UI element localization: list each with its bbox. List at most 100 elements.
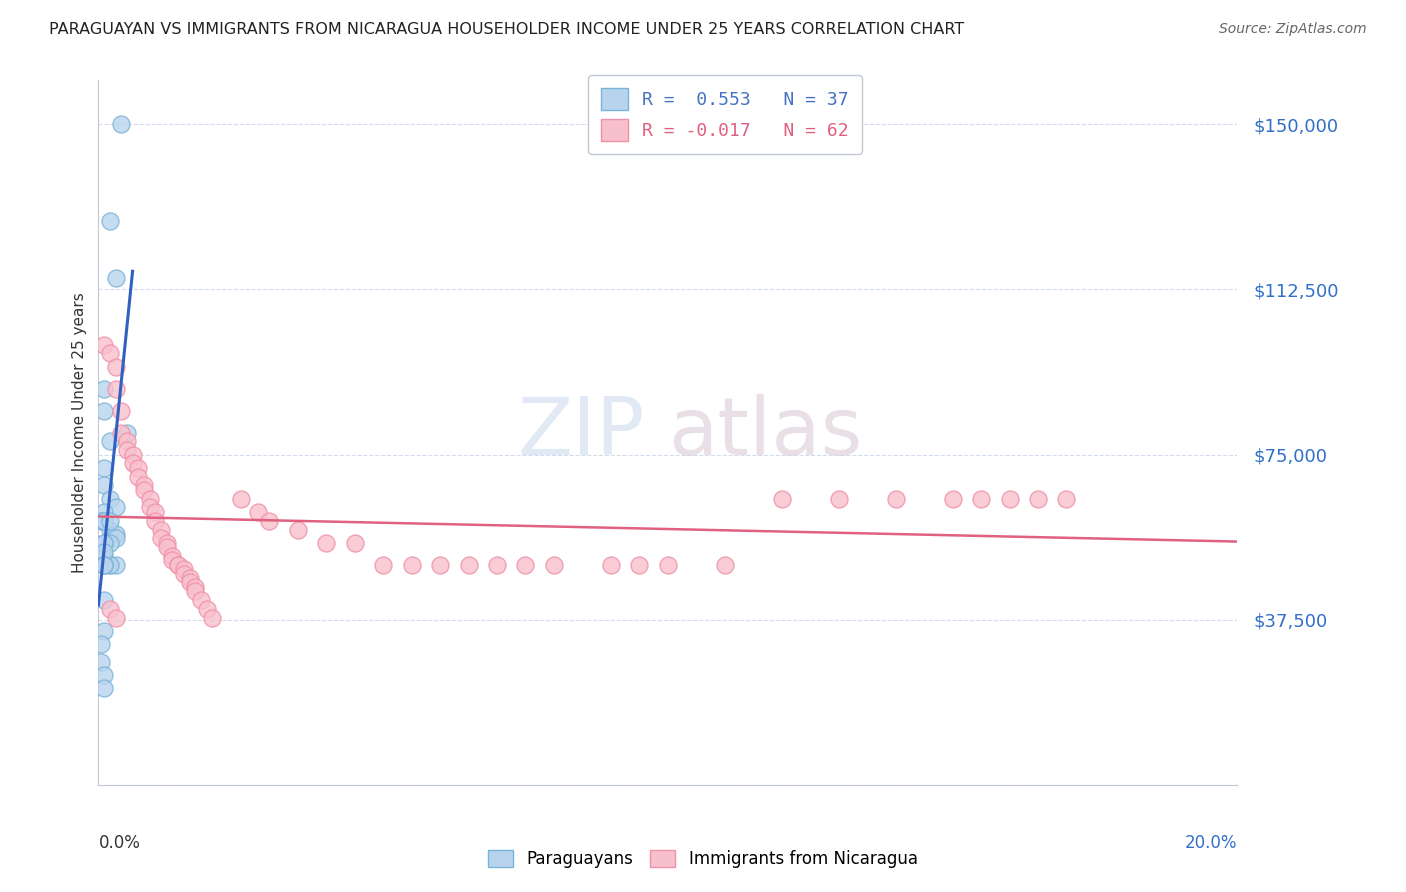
Point xyxy=(93,382,115,396)
Point xyxy=(93,535,115,549)
Point xyxy=(110,117,132,131)
Point xyxy=(98,558,121,572)
Point xyxy=(127,461,149,475)
Point xyxy=(138,500,160,515)
Point xyxy=(401,558,423,572)
Point xyxy=(110,403,132,417)
Point xyxy=(121,448,143,462)
Point xyxy=(628,558,651,572)
Point xyxy=(115,425,138,440)
Point xyxy=(93,535,115,549)
Legend: R =  0.553   N = 37, R = -0.017   N = 62: R = 0.553 N = 37, R = -0.017 N = 62 xyxy=(588,75,862,153)
Text: Source: ZipAtlas.com: Source: ZipAtlas.com xyxy=(1219,22,1367,37)
Point xyxy=(104,527,127,541)
Text: 20.0%: 20.0% xyxy=(1185,834,1237,852)
Point xyxy=(600,558,623,572)
Y-axis label: Householder Income Under 25 years: Householder Income Under 25 years xyxy=(72,293,87,573)
Point xyxy=(93,558,115,572)
Point xyxy=(91,549,114,563)
Point xyxy=(132,483,155,497)
Point xyxy=(104,382,127,396)
Point xyxy=(115,434,138,449)
Point xyxy=(1056,491,1078,506)
Point xyxy=(127,469,149,483)
Point xyxy=(184,580,207,594)
Point xyxy=(287,523,309,537)
Point xyxy=(138,491,160,506)
Point xyxy=(167,558,190,572)
Point xyxy=(90,514,112,528)
Point xyxy=(98,214,121,228)
Point xyxy=(93,668,115,682)
Point xyxy=(184,584,207,599)
Point xyxy=(98,535,121,549)
Point xyxy=(156,535,179,549)
Point xyxy=(714,558,737,572)
Point xyxy=(315,535,337,549)
Point xyxy=(998,491,1021,506)
Text: 0.0%: 0.0% xyxy=(98,834,141,852)
Point xyxy=(93,478,115,492)
Point xyxy=(156,540,179,554)
Point xyxy=(98,491,121,506)
Point xyxy=(104,610,127,624)
Point xyxy=(98,601,121,615)
Point xyxy=(229,491,252,506)
Point xyxy=(173,566,195,581)
Point xyxy=(429,558,451,572)
Point xyxy=(98,514,121,528)
Point xyxy=(1026,491,1049,506)
Point xyxy=(150,523,173,537)
Point xyxy=(93,403,115,417)
Point xyxy=(173,562,195,576)
Point xyxy=(942,491,965,506)
Point xyxy=(110,425,132,440)
Text: PARAGUAYAN VS IMMIGRANTS FROM NICARAGUA HOUSEHOLDER INCOME UNDER 25 YEARS CORREL: PARAGUAYAN VS IMMIGRANTS FROM NICARAGUA … xyxy=(49,22,965,37)
Point xyxy=(93,505,115,519)
Point xyxy=(93,337,115,351)
Point xyxy=(93,461,115,475)
Point xyxy=(104,500,127,515)
Point xyxy=(543,558,565,572)
Point xyxy=(195,601,218,615)
Point xyxy=(104,271,127,285)
Point xyxy=(93,514,115,528)
Point xyxy=(246,505,269,519)
Text: ZIP: ZIP xyxy=(517,393,645,472)
Point xyxy=(486,558,509,572)
Point xyxy=(93,514,115,528)
Point xyxy=(145,514,167,528)
Point xyxy=(104,359,127,374)
Point xyxy=(98,346,121,360)
Point xyxy=(179,571,201,585)
Point xyxy=(93,558,115,572)
Point xyxy=(104,532,127,546)
Text: atlas: atlas xyxy=(668,393,862,472)
Point xyxy=(98,523,121,537)
Point xyxy=(115,443,138,458)
Point xyxy=(179,575,201,590)
Point xyxy=(770,491,793,506)
Point xyxy=(970,491,993,506)
Point xyxy=(93,558,115,572)
Point xyxy=(373,558,395,572)
Point xyxy=(93,681,115,695)
Point xyxy=(132,478,155,492)
Point xyxy=(457,558,479,572)
Point xyxy=(190,593,212,607)
Point xyxy=(657,558,679,572)
Point xyxy=(150,532,173,546)
Point xyxy=(98,434,121,449)
Point xyxy=(145,505,167,519)
Point xyxy=(121,457,143,471)
Point xyxy=(828,491,851,506)
Point xyxy=(90,655,112,669)
Point xyxy=(93,624,115,638)
Point xyxy=(343,535,366,549)
Point xyxy=(167,558,190,572)
Point xyxy=(104,558,127,572)
Point xyxy=(90,637,112,651)
Point xyxy=(162,553,184,567)
Point xyxy=(515,558,537,572)
Point xyxy=(884,491,907,506)
